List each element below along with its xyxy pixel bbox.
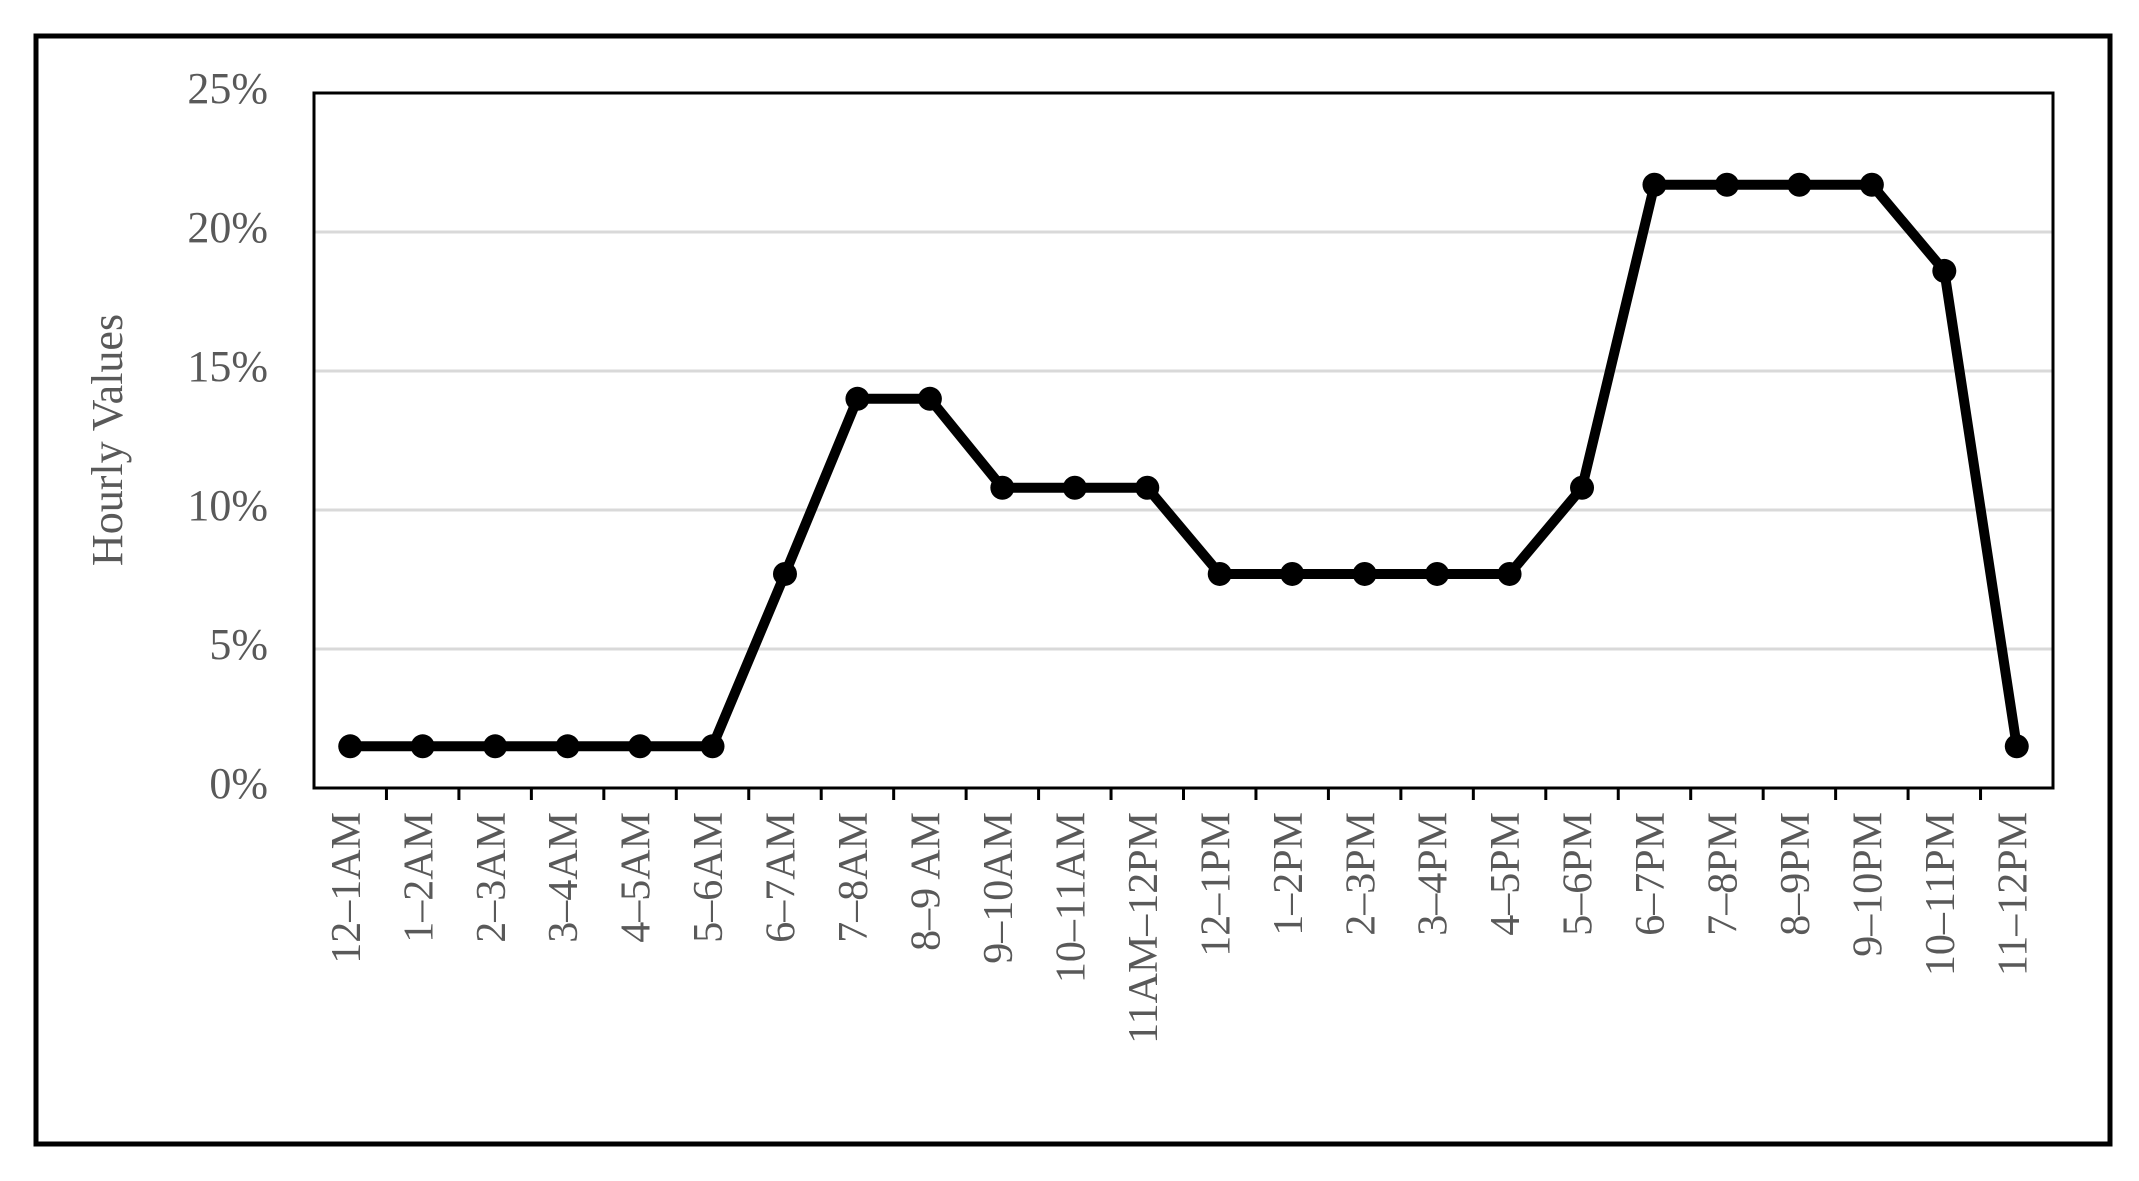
point [410,734,435,759]
x-tick-label: 5–6AM [686,812,732,943]
y-tick-label: 20% [187,203,268,252]
y-tick-label: 0% [209,759,268,808]
x-tick-label: 6–7AM [759,812,805,943]
x-tick-label: 7–8PM [1701,812,1747,936]
line [350,179,2022,752]
point [1497,561,1522,586]
point [917,386,942,411]
x-tick-label: 1–2PM [1266,812,1312,936]
x-tick-label: 12–1PM [1193,812,1239,957]
point [2004,734,2029,759]
x-tick-label: 2–3PM [1338,812,1384,936]
x-tick-label: 7–8AM [831,812,877,943]
x-tick-label: 5–6PM [1556,812,1602,936]
point [1207,561,1232,586]
point [628,734,653,759]
point [338,734,363,759]
x-tick-label: 11AM–12PM [1121,812,1167,1044]
x-tick-label: 10–11PM [1918,812,1964,976]
x-tick-label: 1–2AM [396,812,442,943]
point [483,734,508,759]
x-tick-label: 4–5PM [1483,812,1529,936]
point [1425,561,1450,586]
plot-frame [312,91,2055,790]
x-tick-label: 3–4AM [541,812,587,943]
outer-frame [33,33,2113,1147]
y-tick-label: 5% [209,620,268,669]
x-tick-label: 6–7PM [1628,812,1674,936]
point [1714,172,1739,197]
point [1859,172,1884,197]
point [1062,475,1087,500]
point [1135,475,1160,500]
y-tick-label: 15% [187,342,268,391]
point [1352,561,1377,586]
y-tick-label: 10% [187,481,268,530]
point [772,561,797,586]
x-tick-label: 10–11AM [1048,812,1094,983]
point [1570,475,1595,500]
point [700,734,725,759]
x-tick-label: 11–12PM [1990,812,2036,976]
x-tick-label: 8–9 AM [904,812,950,951]
x-tick-label: 8–9PM [1773,812,1819,936]
point [555,734,580,759]
point [1787,172,1812,197]
point [1280,561,1305,586]
point [990,475,1015,500]
point [845,386,870,411]
point [1932,258,1957,283]
y-tick-label: 25% [187,64,268,113]
point [1642,172,1667,197]
x-tick-label: 12–1AM [324,812,370,964]
x-tick-label: 9–10PM [1845,812,1891,957]
x-tick-label: 2–3AM [469,812,515,943]
x-tick-label: 3–4PM [1411,812,1457,936]
x-tick-label: 9–10AM [976,812,1022,964]
y-axis-label: Hourly Values [83,314,132,566]
x-tick-label: 4–5AM [614,812,660,943]
